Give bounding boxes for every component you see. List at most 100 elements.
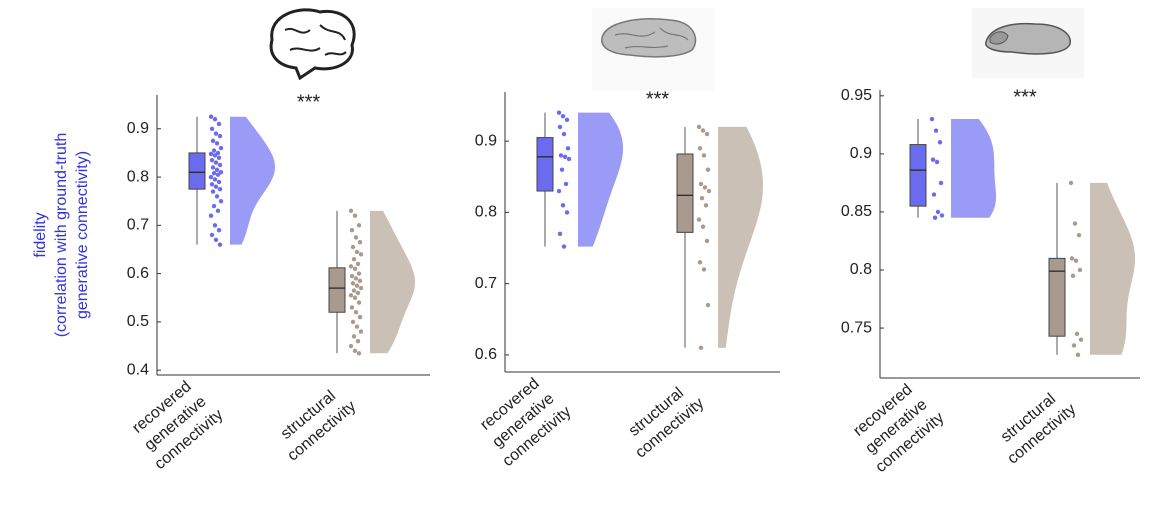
data-point (348, 264, 354, 269)
data-point (1075, 352, 1081, 357)
data-point (349, 305, 355, 310)
data-point (357, 240, 363, 245)
data-point (217, 242, 223, 247)
data-point (208, 213, 214, 218)
data-point (559, 167, 565, 172)
data-point (697, 146, 703, 151)
data-point (557, 231, 563, 236)
data-point (560, 114, 566, 119)
significance: *** (646, 88, 670, 110)
data-point (357, 314, 363, 320)
data-point (696, 217, 702, 222)
data-point (355, 339, 361, 344)
y-tick-label: 0.6 (127, 265, 149, 282)
y-tick-label: 0.95 (841, 87, 872, 104)
data-point (352, 266, 358, 271)
data-point (1078, 337, 1084, 342)
data-point (354, 283, 360, 288)
data-point (212, 223, 218, 228)
data-point (700, 128, 706, 133)
data-point (1070, 273, 1076, 279)
data-point (556, 110, 562, 115)
data-point (217, 186, 223, 192)
data-point (697, 260, 703, 265)
data-point (696, 124, 702, 130)
data-point (939, 213, 945, 218)
y-tick-label: 0.4 (127, 361, 149, 378)
data-point (348, 208, 354, 214)
y-tick-label: 0.75 (841, 319, 872, 336)
data-point (355, 261, 361, 267)
data-point (703, 203, 709, 208)
data-point (352, 348, 358, 354)
data-point (356, 271, 362, 276)
data-point (213, 131, 219, 136)
data-point (930, 157, 936, 162)
data-point (935, 209, 941, 215)
data-point (1077, 267, 1083, 273)
data-point (556, 188, 562, 194)
data-point (700, 224, 706, 229)
data-point (356, 223, 362, 228)
data-point (564, 210, 570, 215)
data-point (356, 351, 362, 356)
data-point (217, 162, 223, 168)
human-brain-icon (269, 8, 356, 81)
data-point (704, 131, 710, 137)
data-point (213, 237, 219, 243)
data-point (355, 290, 361, 296)
data-point (358, 285, 364, 291)
box (1048, 257, 1066, 337)
data-point (354, 249, 360, 255)
data-point (352, 213, 358, 218)
data-point (562, 154, 568, 160)
data-point (1073, 258, 1079, 263)
data-point (561, 131, 567, 137)
y-tick-label: 0.8 (850, 261, 872, 278)
violin (578, 112, 623, 247)
y-label-line: (correlation with ground-truth (53, 133, 70, 338)
data-point (348, 343, 354, 349)
data-point (218, 145, 224, 151)
data-point (1076, 232, 1082, 238)
data-point (937, 140, 943, 145)
data-point (934, 159, 940, 165)
data-point (211, 171, 217, 176)
data-point (350, 281, 356, 286)
data-point (210, 138, 216, 144)
data-point (348, 293, 354, 298)
violin (370, 210, 415, 354)
y-tick-label: 0.6 (475, 346, 497, 363)
violin (718, 126, 763, 348)
data-point (353, 235, 359, 240)
data-point (933, 128, 939, 133)
data-point (218, 199, 224, 204)
data-point (358, 329, 364, 334)
data-point (1074, 331, 1080, 337)
data-point (561, 244, 567, 249)
data-point (215, 150, 221, 156)
data-point (356, 300, 362, 305)
y-tick-label: 0.8 (475, 204, 497, 221)
macaque-brain-icon (601, 18, 697, 58)
data-point (350, 319, 356, 325)
data-point (209, 182, 215, 187)
violin (230, 116, 275, 245)
data-point (698, 181, 704, 187)
data-point (931, 192, 937, 197)
data-point (705, 302, 711, 308)
data-point (558, 153, 564, 158)
y-tick-label: 0.85 (841, 203, 872, 220)
data-point (218, 170, 224, 175)
data-point (701, 153, 707, 158)
data-point (938, 180, 944, 186)
significance: *** (1013, 86, 1037, 108)
data-point (560, 203, 566, 208)
box (328, 267, 346, 313)
data-point (1072, 221, 1078, 226)
data-point (212, 177, 218, 182)
data-point (563, 181, 569, 187)
data-point (216, 155, 222, 160)
data-point (698, 345, 704, 350)
data-point (701, 267, 707, 272)
